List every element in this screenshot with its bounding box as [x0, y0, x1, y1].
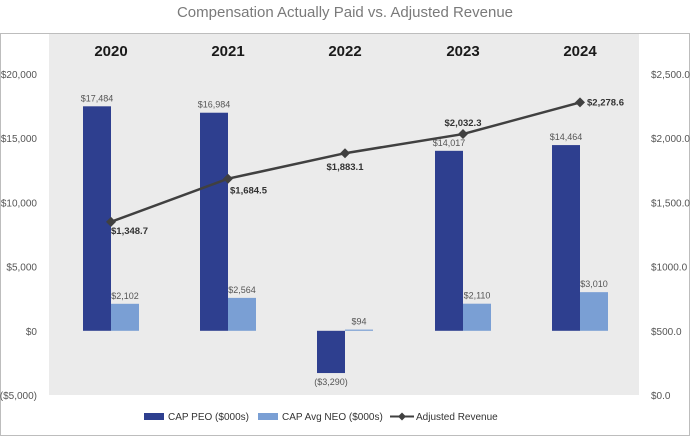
data-labels: $17,484 $16,984 ($3,290) $14,017 $14,464 $2,1… [81, 93, 624, 387]
bar-data-label: ($3,290) [314, 377, 348, 387]
bar-data-label: $14,464 [550, 132, 583, 142]
bar-cap-avg-neo [345, 329, 373, 331]
bar-cap-avg-neo [463, 303, 491, 331]
legend-swatch-cap-peo [144, 413, 164, 420]
revenue-marker [575, 97, 585, 108]
revenue-data-label: $2,032.3 [445, 118, 482, 129]
left-tick-label: ($5,000) [0, 391, 37, 402]
bar-data-label: $3,010 [580, 279, 608, 289]
bar-data-label: $14,017 [433, 138, 466, 148]
year-header: 2020 [94, 43, 127, 60]
bar-cap-avg-neo [228, 297, 256, 331]
year-headers: 2020 2021 2022 2023 2024 [94, 43, 597, 60]
legend-label-adjusted-revenue: Adjusted Revenue [416, 412, 498, 423]
revenue-marker [106, 216, 116, 227]
left-tick-label: $15,000 [1, 134, 38, 145]
right-tick-label: $2,000.0 [651, 134, 690, 145]
year-header: 2024 [563, 43, 597, 60]
bar-cap-peo [200, 112, 228, 331]
right-tick-label: $0.0 [651, 391, 671, 402]
bar-data-label: $2,564 [228, 285, 256, 295]
bar-data-label: $2,102 [111, 291, 139, 301]
right-tick-label: $2,500.0 [651, 70, 690, 81]
bar-cap-peo [552, 145, 580, 331]
revenue-marker [458, 129, 468, 140]
year-header: 2022 [328, 43, 361, 60]
legend-marker-adjusted-revenue [398, 412, 406, 421]
bar-data-label: $16,984 [198, 100, 231, 110]
year-header: 2023 [446, 43, 479, 60]
left-tick-label: $10,000 [1, 198, 38, 209]
year-header: 2021 [211, 43, 244, 60]
revenue-data-label: $1,348.7 [111, 226, 148, 237]
bar-data-label: $94 [351, 317, 366, 327]
legend-label-cap-peo: CAP PEO ($000s) [168, 412, 249, 423]
right-tick-label: $1000.0 [651, 263, 688, 274]
bar-cap-avg-neo [111, 303, 139, 331]
left-tick-label: $0 [26, 327, 38, 338]
left-tick-label: $20,000 [1, 70, 38, 81]
revenue-marker [340, 148, 350, 159]
bar-cap-peo [83, 106, 111, 331]
right-axis: $2,500.0 $2,000.0 $1,500.0 $1000.0 $500.0 $0.… [651, 70, 690, 402]
legend: CAP PEO ($000s) CAP Avg NEO ($000s) Adjust… [144, 412, 498, 423]
bar-cap-peo [317, 330, 345, 374]
revenue-line [106, 97, 585, 227]
bars [83, 106, 608, 374]
right-tick-label: $1,500.0 [651, 198, 690, 209]
revenue-data-label: $2,278.6 [587, 97, 624, 108]
bar-data-label: $2,110 [464, 291, 491, 301]
left-axis: $20,000 $15,000 $10,000 $5,000 $0 ($5,000) [0, 70, 37, 402]
legend-label-cap-avg-neo: CAP Avg NEO ($000s) [282, 412, 383, 423]
left-tick-label: $5,000 [6, 263, 37, 274]
chart-title: Compensation Actually Paid vs. Adjusted … [177, 4, 513, 21]
bar-cap-avg-neo [580, 292, 608, 331]
revenue-data-label: $1,883.1 [327, 162, 365, 173]
revenue-data-label: $1,684.5 [230, 186, 268, 197]
bar-data-label: $17,484 [81, 93, 114, 103]
bar-cap-peo [435, 150, 463, 331]
revenue-marker [223, 173, 233, 184]
legend-swatch-cap-avg-neo [258, 413, 278, 420]
right-tick-label: $500.0 [651, 327, 682, 338]
